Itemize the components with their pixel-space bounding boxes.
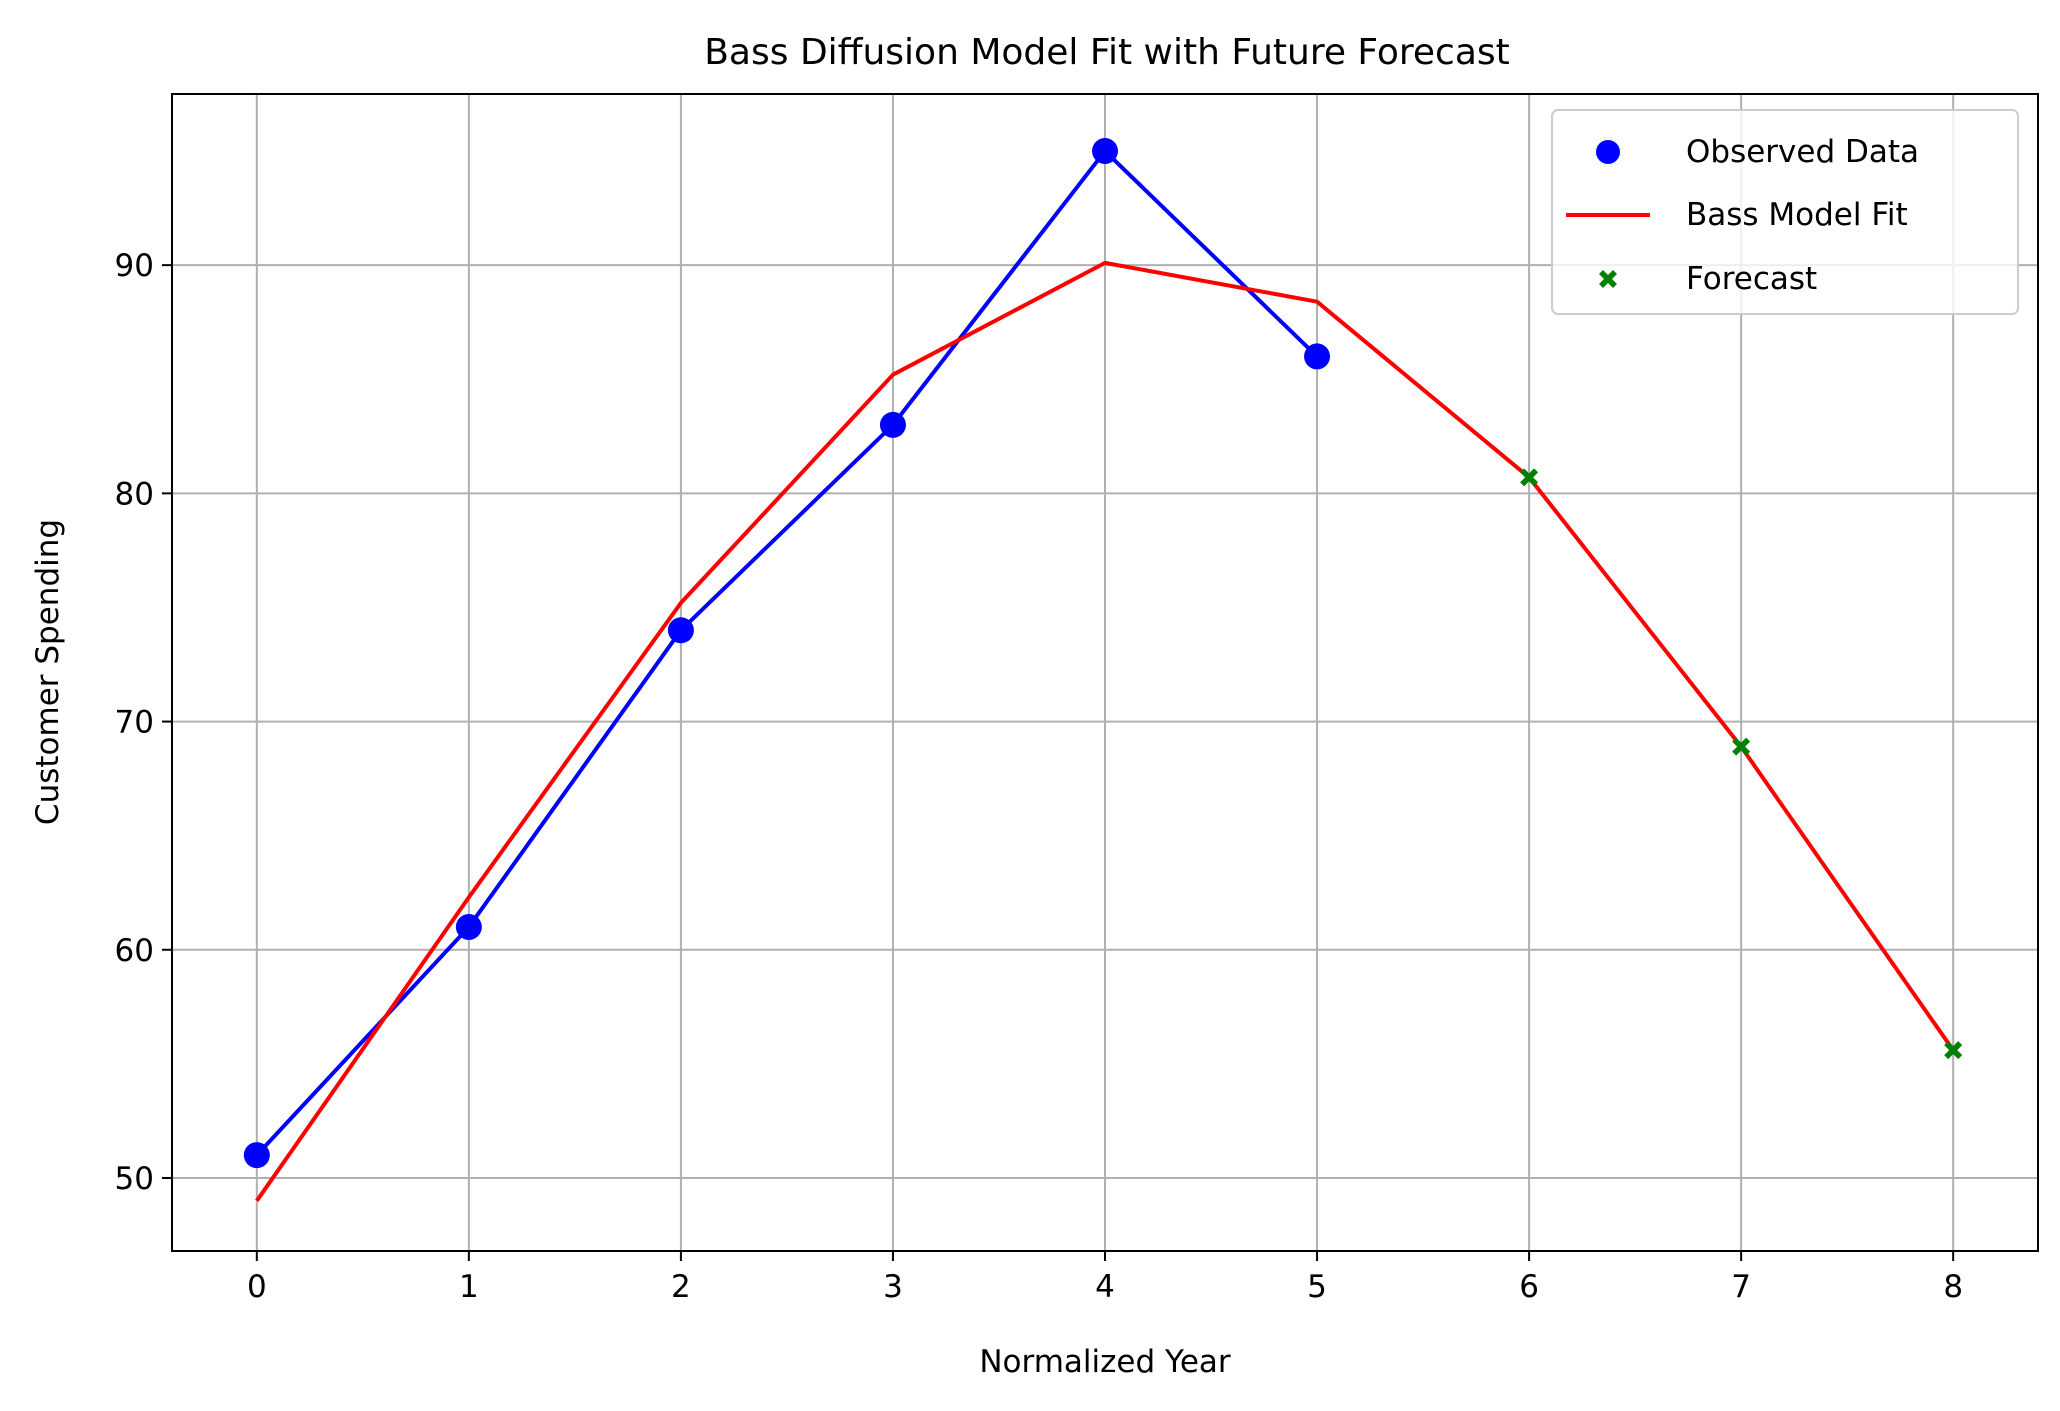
legend-marker-observed-data <box>1596 140 1620 164</box>
legend-label-observed-data: Observed Data <box>1686 134 1919 170</box>
x-tick-label: 2 <box>671 1269 691 1305</box>
legend-marker-forecast <box>1599 270 1617 288</box>
x-tick-label: 5 <box>1307 1269 1327 1305</box>
x-tick-label: 7 <box>1731 1269 1751 1305</box>
observed-data-line <box>255 149 1319 1157</box>
x-axis-label: Normalized Year <box>979 1344 1231 1380</box>
bass-model-fit-line <box>255 260 1955 1202</box>
y-tick-label: 70 <box>115 705 154 741</box>
observed-data-point <box>1304 343 1331 370</box>
chart-title: Bass Diffusion Model Fit with Future For… <box>704 32 1510 73</box>
x-tick-label: 0 <box>247 1269 267 1305</box>
y-tick-label: 80 <box>115 476 154 512</box>
x-tick-label: 6 <box>1519 1269 1539 1305</box>
x-tick-label: 3 <box>883 1269 903 1305</box>
x-tick-label: 1 <box>459 1269 479 1305</box>
observed-data-point <box>667 617 694 644</box>
forecast-point <box>1520 468 1539 487</box>
forecast-point <box>1944 1041 1963 1060</box>
legend-box <box>1551 109 2019 315</box>
observed-data-point <box>455 913 482 940</box>
legend-label-forecast: Forecast <box>1686 261 1817 297</box>
series-layer <box>243 138 1963 1202</box>
observed-data-point <box>879 411 906 438</box>
x-tick-label: 4 <box>1095 1269 1115 1305</box>
x-tick-label: 8 <box>1943 1269 1963 1305</box>
forecast-point <box>1732 737 1751 756</box>
observed-data-point <box>1092 138 1118 165</box>
observed-data-point <box>243 1142 270 1169</box>
axes-layer: 0 1 2 3 4 5 6 7 8 50 60 70 80 90 <box>115 248 1964 1305</box>
y-tick-label: 50 <box>115 1161 154 1197</box>
legend: Observed Data Bass Model Fit Forecast <box>1551 109 2019 315</box>
y-tick-label: 60 <box>115 933 154 969</box>
y-tick-label: 90 <box>115 248 154 284</box>
legend-label-bass-model-fit: Bass Model Fit <box>1686 197 1908 233</box>
y-axis-label: Customer Spending <box>30 519 66 825</box>
